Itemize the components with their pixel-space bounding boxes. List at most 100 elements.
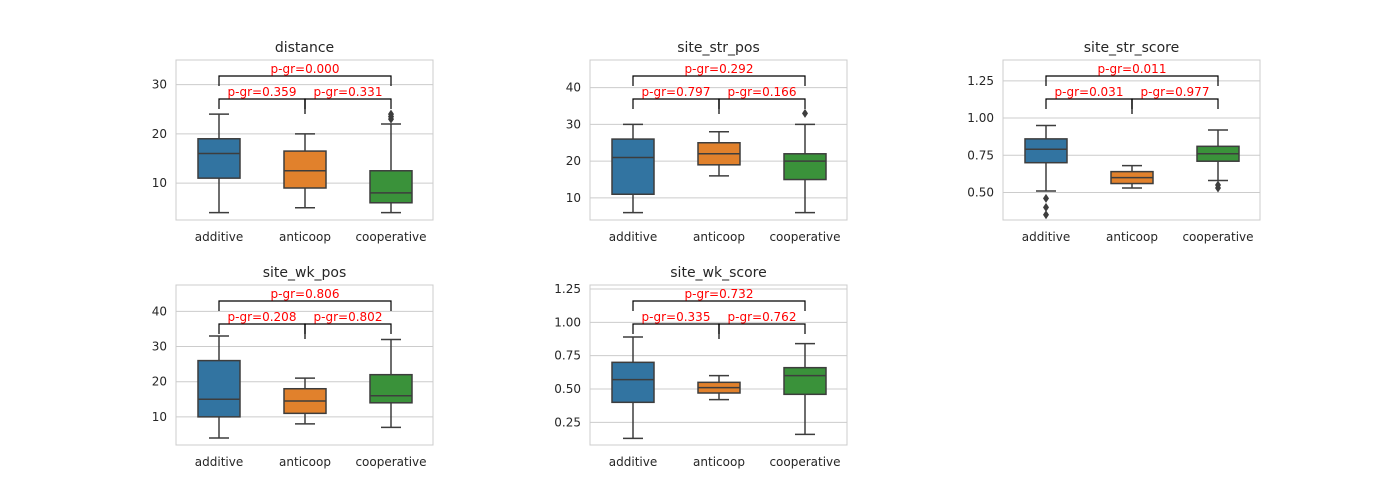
x-tick-label: cooperative [769, 455, 840, 469]
x-tick-label: cooperative [355, 455, 426, 469]
chart-title: site_wk_pos [263, 265, 347, 281]
box-additive [1024, 124, 1068, 220]
significance-annotation: p-gr=0.166 [718, 85, 806, 109]
chart-title: site_str_score [1084, 40, 1179, 56]
outlier-point [388, 109, 394, 119]
axes-frame [589, 284, 848, 446]
box-body [369, 373, 413, 404]
significance-annotation: p-gr=0.762 [718, 310, 806, 334]
annotation-bracket [632, 75, 806, 86]
y-tick-label: 20 [152, 127, 167, 141]
box-anticoop [697, 374, 741, 401]
box-anticoop [283, 133, 327, 209]
box-body [611, 138, 655, 196]
annotation-bracket [218, 98, 306, 109]
p-value-label: p-gr=0.208 [228, 310, 297, 324]
box-cooperative [369, 109, 413, 214]
x-tick-label: additive [609, 230, 657, 244]
box-body [197, 359, 241, 418]
annotation-bracket [1045, 98, 1133, 109]
axes-frame [589, 59, 848, 221]
x-tick-label: anticoop [279, 230, 331, 244]
outlier-point [1215, 180, 1221, 190]
y-tick-label: 30 [152, 340, 167, 354]
y-tick-label: 1.25 [967, 74, 994, 88]
box-body [783, 153, 827, 181]
axes-frame [175, 284, 434, 446]
x-tick-label: cooperative [355, 230, 426, 244]
significance-annotation: p-gr=0.806 [218, 287, 392, 311]
p-value-label: p-gr=0.335 [642, 310, 711, 324]
y-tick-label: 40 [566, 81, 581, 95]
box-body [783, 366, 827, 396]
chart-panel-4: 10 20 30 40 additive anticoop cooperative site_… [152, 265, 434, 469]
axes-frame [175, 59, 434, 221]
axes-frame [1002, 59, 1261, 221]
significance-annotation: p-gr=0.000 [218, 62, 392, 86]
box-additive [197, 335, 241, 439]
x-tick-label: additive [195, 455, 243, 469]
x-tick-label: additive [195, 230, 243, 244]
box-anticoop [283, 377, 327, 425]
box-additive [197, 113, 241, 214]
outlier-point [1043, 202, 1049, 212]
y-tick-label: 0.50 [967, 185, 994, 199]
p-value-label: p-gr=0.977 [1141, 85, 1210, 99]
p-value-label: p-gr=0.292 [685, 62, 754, 76]
annotation-bracket [304, 98, 392, 109]
p-value-label: p-gr=0.331 [314, 85, 383, 99]
chart-title: site_str_pos [677, 40, 760, 56]
box-cooperative [783, 108, 827, 214]
chart-panel-1: 10 20 30 additive anticoop cooperative distanc… [152, 40, 434, 244]
p-value-label: p-gr=0.797 [642, 85, 711, 99]
y-tick-label: 0.50 [554, 382, 581, 396]
significance-annotation: p-gr=0.802 [304, 310, 392, 334]
significance-annotation: p-gr=0.292 [632, 62, 806, 86]
p-value-label: p-gr=0.762 [728, 310, 797, 324]
x-tick-label: anticoop [279, 455, 331, 469]
y-tick-label: 10 [566, 191, 581, 205]
p-value-label: p-gr=0.011 [1098, 62, 1167, 76]
significance-annotation: p-gr=0.331 [304, 85, 392, 109]
chart-panel-3: 0.50 0.75 1.00 1.25 additive anticoop cooperat… [967, 40, 1261, 244]
y-tick-label: 30 [152, 78, 167, 92]
annotation-bracket [632, 300, 806, 311]
box-body [611, 361, 655, 404]
chart-panel-5: 0.25 0.50 0.75 1.00 1.25 additive anticoop coop… [554, 265, 848, 469]
box-body [369, 170, 413, 204]
p-value-label: p-gr=0.000 [271, 62, 340, 76]
significance-annotation: p-gr=0.031 [1045, 85, 1133, 114]
annotation-bracket [718, 323, 806, 334]
annotation-bracket [632, 323, 720, 334]
chart-title: site_wk_score [670, 265, 766, 281]
box-cooperative [783, 342, 827, 436]
y-tick-label: 10 [152, 176, 167, 190]
x-tick-label: cooperative [1182, 230, 1253, 244]
significance-annotation: p-gr=0.335 [632, 310, 720, 339]
box-cooperative [1196, 129, 1240, 193]
box-body [1024, 138, 1068, 164]
y-tick-label: 20 [152, 375, 167, 389]
annotation-bracket [218, 75, 392, 86]
outlier-point [1043, 193, 1049, 203]
x-tick-label: anticoop [693, 230, 745, 244]
significance-annotation: p-gr=0.208 [218, 310, 306, 339]
annotation-bracket [718, 98, 806, 109]
annotation-bracket [1131, 98, 1219, 109]
chart-title: distance [275, 40, 334, 56]
significance-annotation: p-gr=0.797 [632, 85, 720, 114]
significance-annotation: p-gr=0.359 [218, 85, 306, 114]
annotation-bracket [632, 98, 720, 109]
y-tick-label: 1.25 [554, 282, 581, 296]
box-anticoop [697, 130, 741, 177]
annotation-bracket [1045, 75, 1219, 86]
p-value-label: p-gr=0.806 [271, 287, 340, 301]
box-additive [611, 123, 655, 214]
p-value-label: p-gr=0.359 [228, 85, 297, 99]
x-tick-label: additive [609, 455, 657, 469]
x-tick-label: anticoop [693, 455, 745, 469]
p-value-label: p-gr=0.166 [728, 85, 797, 99]
y-tick-label: 0.75 [967, 148, 994, 162]
box-anticoop [1110, 164, 1154, 189]
